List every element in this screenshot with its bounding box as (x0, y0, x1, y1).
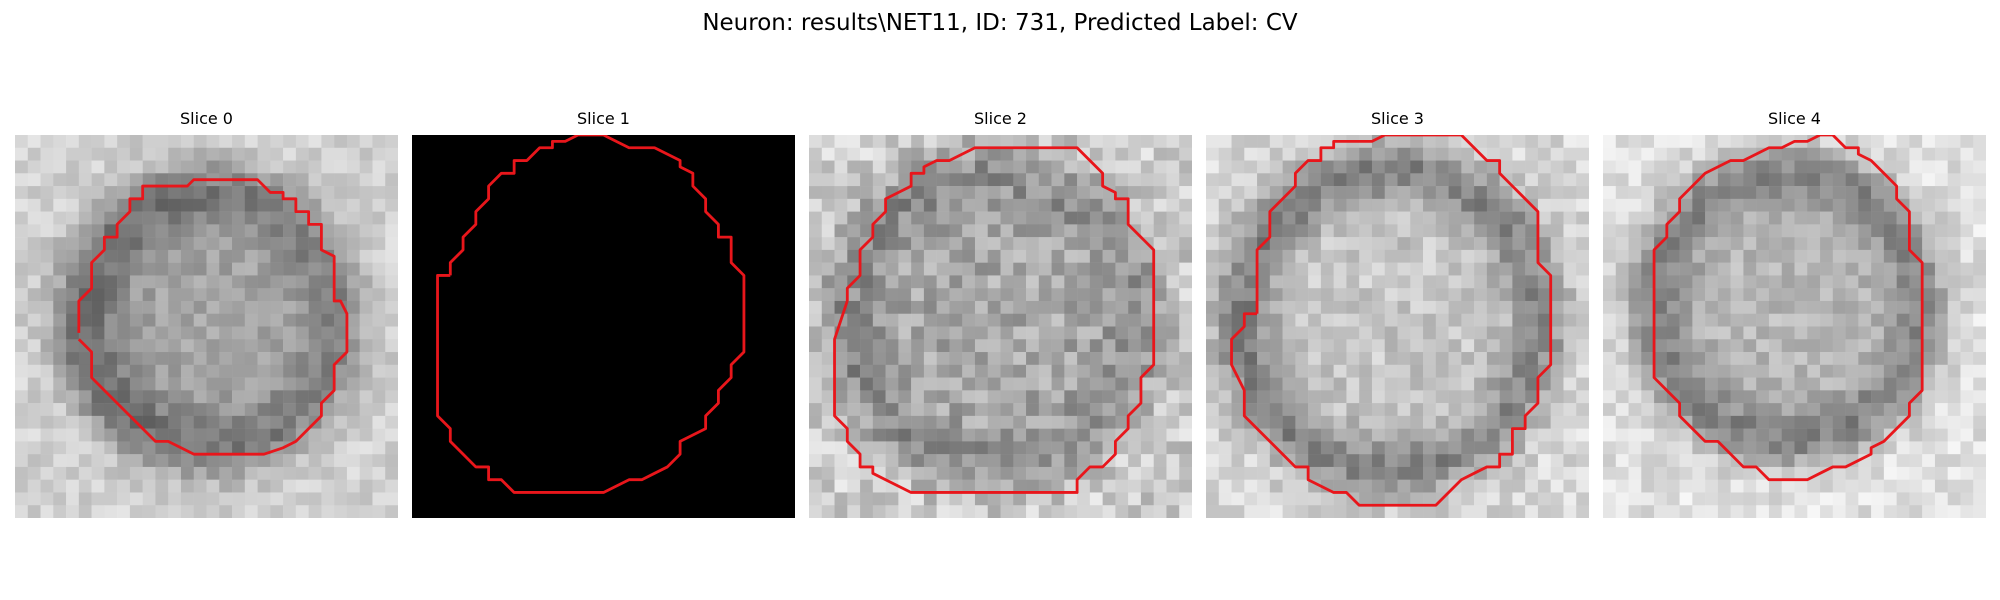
slice-panel-0: Slice 0 (15, 100, 398, 520)
slice-title-1: Slice 1 (577, 109, 630, 128)
slice-contour-0 (77, 178, 349, 456)
slice-pixels-4 (1603, 135, 1986, 518)
slice-image-4 (1603, 135, 1986, 518)
slice-pixels-2 (809, 135, 1192, 518)
slice-background-1 (412, 135, 795, 518)
slice-contour-2 (833, 146, 1156, 494)
slice-pixels-0 (15, 135, 398, 518)
slice-contour-4 (1652, 135, 1924, 482)
slice-image-1 (412, 135, 795, 518)
slice-contour-3 (1230, 135, 1553, 507)
slice-panel-3: Slice 3 (1206, 100, 1589, 520)
figure-title: Neuron: results\NET11, ID: 731, Predicte… (702, 10, 1298, 36)
slice-title-4: Slice 4 (1768, 109, 1821, 128)
slice-panel-2: Slice 2 (809, 100, 1192, 520)
slice-panel-4: Slice 4 (1603, 100, 1986, 520)
slice-panel-1: Slice 1 (412, 100, 795, 520)
slice-title-0: Slice 0 (180, 109, 233, 128)
slice-image-2 (809, 135, 1192, 518)
slice-title-3: Slice 3 (1371, 109, 1424, 128)
slice-image-0 (15, 135, 398, 518)
slice-title-2: Slice 2 (974, 109, 1027, 128)
slice-contour-1 (436, 135, 746, 494)
slice-image-3 (1206, 135, 1589, 518)
slice-pixels-3 (1206, 135, 1589, 518)
